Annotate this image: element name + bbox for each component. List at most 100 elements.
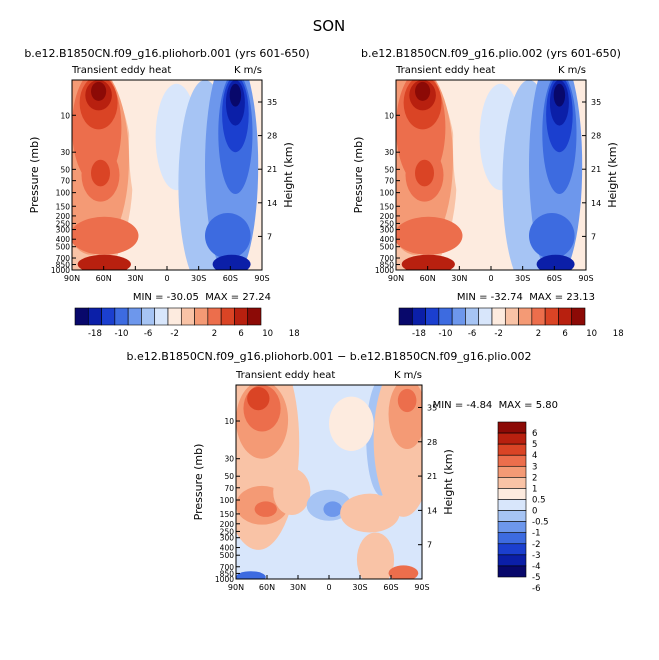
y-tick-label: 50 xyxy=(224,472,234,481)
colorbar-label: -5 xyxy=(532,573,540,583)
colorbar-swatch xyxy=(497,521,527,534)
contour-region xyxy=(247,386,270,411)
colorbar-swatch xyxy=(497,443,527,456)
colorbar-label: -2 xyxy=(532,540,540,550)
colorbar-swatch xyxy=(497,565,527,578)
x-tick-label: 60N xyxy=(420,274,436,283)
colorbar-swatch xyxy=(531,307,546,326)
panel-stats: MIN = -32.74 MAX = 23.13 xyxy=(457,292,595,303)
colorbar-label: -6 xyxy=(144,329,152,339)
colorbar-label: -6 xyxy=(532,584,540,594)
y-tick-label: 250 xyxy=(56,219,71,228)
colorbar-label: 18 xyxy=(613,329,624,339)
panel-plio: b.e12.B1850CN.f09_g16.plio.002 (yrs 601-… xyxy=(352,47,624,339)
contour-region xyxy=(229,83,242,107)
max-label: MAX = xyxy=(205,292,239,303)
y-right-tick-label: 21 xyxy=(427,472,437,481)
y-tick-label: 10 xyxy=(384,111,394,120)
max-label: MAX = xyxy=(499,400,533,411)
y-right-tick-label: 7 xyxy=(591,232,596,241)
colorbar-swatch xyxy=(497,465,527,478)
colorbar-swatch xyxy=(398,307,413,326)
colorbar-swatch xyxy=(141,307,156,326)
x-tick-label: 90N xyxy=(228,583,244,592)
contour-region xyxy=(397,388,417,413)
y-tick-label: 500 xyxy=(56,243,71,252)
y-tick-label: 500 xyxy=(380,243,395,252)
panel-title: b.e12.B1850CN.f09_g16.pliohorb.001 − b.e… xyxy=(127,350,532,363)
y-tick-label: 50 xyxy=(384,165,394,174)
y-tick-label: 200 xyxy=(56,212,71,221)
y-tick-label: 400 xyxy=(380,235,395,244)
contour-region xyxy=(529,213,575,259)
y-right-tick-label: 28 xyxy=(591,132,601,141)
colorbar-label: 2 xyxy=(532,473,537,483)
min-label: MIN = xyxy=(433,400,464,411)
colorbar-swatch xyxy=(154,307,169,326)
y-tick-label: 150 xyxy=(56,202,71,211)
colorbar-label: 10 xyxy=(586,329,597,339)
panel-subtitle-left: Transient eddy heat xyxy=(71,65,171,76)
colorbar-swatch xyxy=(497,532,527,545)
max-value: 5.80 xyxy=(536,400,558,411)
y-tick-label: 700 xyxy=(56,254,71,263)
colorbar-label: -2 xyxy=(170,329,178,339)
colorbar-swatch xyxy=(571,307,586,326)
y-tick-label: 200 xyxy=(220,520,235,529)
x-tick-label: 30N xyxy=(127,274,143,283)
colorbar-label: -18 xyxy=(88,329,102,339)
x-tick-label: 30S xyxy=(191,274,206,283)
colorbar-swatch xyxy=(451,307,466,326)
contour-region xyxy=(415,159,434,187)
contour-region xyxy=(91,81,107,101)
colorbar-swatch xyxy=(74,307,89,326)
contour-region xyxy=(536,254,575,270)
y-tick-label: 70 xyxy=(60,177,70,186)
y-tick-label: 700 xyxy=(220,563,235,572)
colorbar-swatch xyxy=(497,432,527,445)
y-tick-label: 30 xyxy=(224,455,234,464)
contour-field xyxy=(396,80,583,270)
panel-subtitle-left: Transient eddy heat xyxy=(395,65,495,76)
x-tick-label: 0 xyxy=(326,583,331,592)
panel-pliohorb: b.e12.B1850CN.f09_g16.pliohorb.001 (yrs … xyxy=(24,47,309,339)
x-tick-label: 60S xyxy=(223,274,238,283)
colorbar-swatch xyxy=(504,307,519,326)
colorbar-swatch xyxy=(558,307,573,326)
y-tick-label: 850 xyxy=(380,261,395,270)
colorbar-label: 2 xyxy=(212,329,217,339)
y-tick-label: 100 xyxy=(220,496,235,505)
colorbar-label: -1 xyxy=(532,529,540,539)
colorbar-label: 6 xyxy=(562,329,567,339)
y-right-tick-label: 14 xyxy=(267,199,277,208)
colorbar-label: 18 xyxy=(289,329,300,339)
y-tick-label: 700 xyxy=(380,254,395,263)
y-tick-label: 250 xyxy=(380,219,395,228)
y-tick-label: 1000 xyxy=(51,266,70,275)
colorbar-label: 1 xyxy=(532,484,537,494)
panel-subtitle-left: Transient eddy heat xyxy=(235,370,335,381)
colorbar-swatch xyxy=(411,307,426,326)
colorbar-label: -4 xyxy=(532,562,540,572)
colorbar-label: 5 xyxy=(532,440,537,450)
x-tick-label: 60S xyxy=(383,583,398,592)
colorbar-label: 0.5 xyxy=(532,496,546,506)
panel-stats: MIN = -30.05 MAX = 27.24 xyxy=(133,292,271,303)
colorbar-label: -6 xyxy=(468,329,476,339)
contour-region xyxy=(91,159,110,187)
y-tick-label: 500 xyxy=(220,551,235,560)
colorbar-swatch xyxy=(465,307,480,326)
contour-region xyxy=(415,81,431,101)
min-label: MIN = xyxy=(133,292,164,303)
colorbar-label: 6 xyxy=(238,329,243,339)
y-tick-label: 1000 xyxy=(375,266,394,275)
contour-field xyxy=(236,385,422,579)
colorbar-swatch xyxy=(497,421,527,434)
max-value: 27.24 xyxy=(242,292,271,303)
contour-region xyxy=(273,468,311,515)
x-tick-label: 90S xyxy=(254,274,269,283)
y-tick-label: 400 xyxy=(56,235,71,244)
y-tick-label: 70 xyxy=(224,484,234,493)
y-right-tick-label: 35 xyxy=(427,403,437,412)
